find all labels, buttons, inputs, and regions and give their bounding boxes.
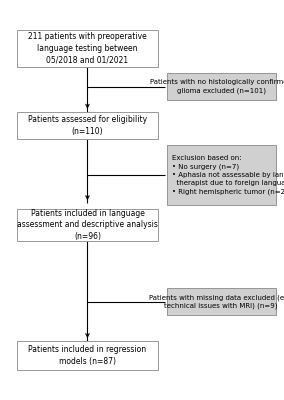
FancyBboxPatch shape [16,341,158,370]
Text: Patients assessed for eligibility
(n=110): Patients assessed for eligibility (n=110… [28,115,147,136]
Text: Patients included in language
assessment and descriptive analysis
(n=96): Patients included in language assessment… [17,209,158,241]
Text: Patients included in regression
models (n=87): Patients included in regression models (… [28,345,147,366]
FancyBboxPatch shape [166,145,275,205]
FancyBboxPatch shape [16,30,158,66]
Text: Patients with no histologically confirmed
glioma excluded (n=101): Patients with no histologically confirme… [150,80,284,94]
FancyBboxPatch shape [166,73,275,100]
FancyBboxPatch shape [16,209,158,241]
Text: Patients with missing data excluded (e.g.
technical issues with MRI) (n=9): Patients with missing data excluded (e.g… [149,294,284,309]
Text: Exclusion based on:
• No surgery (n=7)
• Aphasia not assessable by language
  th: Exclusion based on: • No surgery (n=7) •… [172,155,284,195]
FancyBboxPatch shape [166,288,275,315]
FancyBboxPatch shape [16,112,158,138]
Text: 211 patients with preoperative
language testing between
05/2018 and 01/2021: 211 patients with preoperative language … [28,32,147,65]
